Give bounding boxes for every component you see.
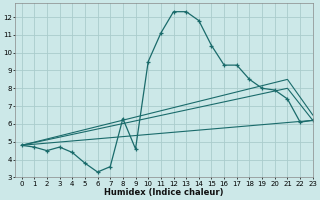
X-axis label: Humidex (Indice chaleur): Humidex (Indice chaleur) [104,188,224,197]
